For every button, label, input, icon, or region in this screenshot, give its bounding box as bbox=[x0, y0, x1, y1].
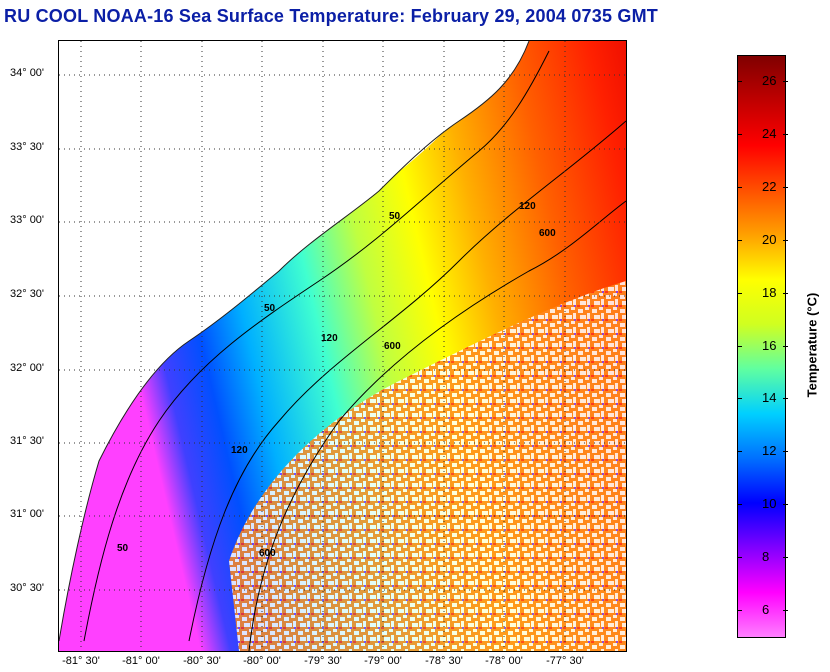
isobath-label-120b: 120 bbox=[321, 333, 338, 344]
colorbar-tick-label: 6 bbox=[762, 601, 770, 617]
lon-label-79-30: -79° 30' bbox=[304, 655, 342, 667]
colorbar-tick-mark bbox=[737, 292, 742, 294]
lon-label-79-00: -79° 00' bbox=[364, 655, 402, 667]
colorbar-tick-mark bbox=[737, 134, 742, 136]
land bbox=[59, 41, 529, 641]
colorbar-tick-mark bbox=[737, 239, 742, 241]
colorbar-tick-mark bbox=[783, 398, 788, 400]
lat-label-31-00: 31° 00' bbox=[10, 508, 45, 520]
lon-label-80-30: -80° 30' bbox=[183, 655, 221, 667]
colorbar-tick-label: 16 bbox=[762, 337, 777, 353]
colorbar-tick-mark bbox=[783, 292, 788, 294]
isobath-label-50c: 50 bbox=[117, 543, 129, 554]
lat-label-31-30: 31° 30' bbox=[10, 435, 45, 447]
colorbar-tick-mark bbox=[783, 345, 788, 347]
lon-label-81-00: -81° 00' bbox=[122, 655, 160, 667]
lon-label-81-30: -81° 30' bbox=[62, 655, 100, 667]
colorbar-tick-mark bbox=[737, 345, 742, 347]
colorbar-tick-label: 26 bbox=[762, 73, 777, 89]
colorbar-tick-mark bbox=[783, 187, 788, 189]
colorbar-tick-mark bbox=[737, 609, 742, 611]
lat-label-33-30: 33° 30' bbox=[10, 141, 45, 153]
colorbar-tick-label: 10 bbox=[762, 495, 777, 511]
isobath-120 bbox=[188, 120, 626, 642]
lon-label-80-00: -80° 00' bbox=[243, 655, 281, 667]
coastline bbox=[59, 41, 530, 642]
colorbar-tick-label: 14 bbox=[762, 390, 777, 406]
lon-label-78-00: -78° 00' bbox=[485, 655, 523, 667]
lat-label-33-00: 33° 00' bbox=[10, 214, 45, 226]
colorbar-tick-mark bbox=[783, 609, 788, 611]
colorbar-tick-label: 18 bbox=[762, 284, 777, 300]
colorbar-tick-label: 8 bbox=[762, 548, 770, 564]
colorbar-tick-label: 20 bbox=[762, 231, 777, 247]
lon-label-78-30: -78° 30' bbox=[425, 655, 463, 667]
colorbar-tick-mark bbox=[737, 556, 742, 558]
colorbar-tick-label: 24 bbox=[762, 126, 777, 142]
lon-label-77-30: -77° 30' bbox=[546, 655, 584, 667]
isobath-50 bbox=[83, 50, 550, 642]
cloud-mask-region bbox=[229, 281, 626, 651]
colorbar-tick-mark bbox=[783, 451, 788, 453]
isobath-label-50b: 50 bbox=[264, 303, 276, 314]
colorbar-tick-mark bbox=[737, 451, 742, 453]
colorbar-label: Temperature (°C) bbox=[804, 292, 820, 398]
colorbar-tick-mark bbox=[783, 81, 788, 83]
colorbar-tick-label: 12 bbox=[762, 443, 777, 459]
graticule bbox=[59, 41, 626, 651]
lat-label-30-30: 30° 30' bbox=[10, 582, 45, 594]
isobath-label-120c: 120 bbox=[231, 445, 248, 456]
colorbar-tick-mark bbox=[737, 503, 742, 505]
colorbar-tick-mark bbox=[737, 187, 742, 189]
isobath-label-50: 50 bbox=[389, 211, 401, 222]
isobath-600 bbox=[248, 200, 626, 651]
sst-map[interactable]: 50 120 600 50 120 600 50 120 600 bbox=[58, 40, 627, 652]
isobath-label-600c: 600 bbox=[259, 548, 276, 559]
colorbar-tick-mark bbox=[737, 81, 742, 83]
isobath-label-600: 600 bbox=[539, 228, 556, 239]
map-title: RU COOL NOAA-16 Sea Surface Temperature:… bbox=[4, 6, 658, 26]
colorbar-tick-mark bbox=[737, 398, 742, 400]
colorbar-tick-mark bbox=[783, 503, 788, 505]
isobath-label-120: 120 bbox=[519, 201, 536, 212]
colorbar-tick-mark bbox=[783, 134, 788, 136]
colorbar-tick-mark bbox=[783, 556, 788, 558]
lat-label-32-30: 32° 30' bbox=[10, 288, 45, 300]
lat-label-34-00: 34° 00' bbox=[10, 67, 45, 79]
lat-label-32-00: 32° 00' bbox=[10, 362, 45, 374]
temperature-colorbar bbox=[737, 55, 786, 638]
isobath-label-600b: 600 bbox=[384, 341, 401, 352]
colorbar-tick-mark bbox=[783, 239, 788, 241]
colorbar-tick-label: 22 bbox=[762, 179, 777, 195]
